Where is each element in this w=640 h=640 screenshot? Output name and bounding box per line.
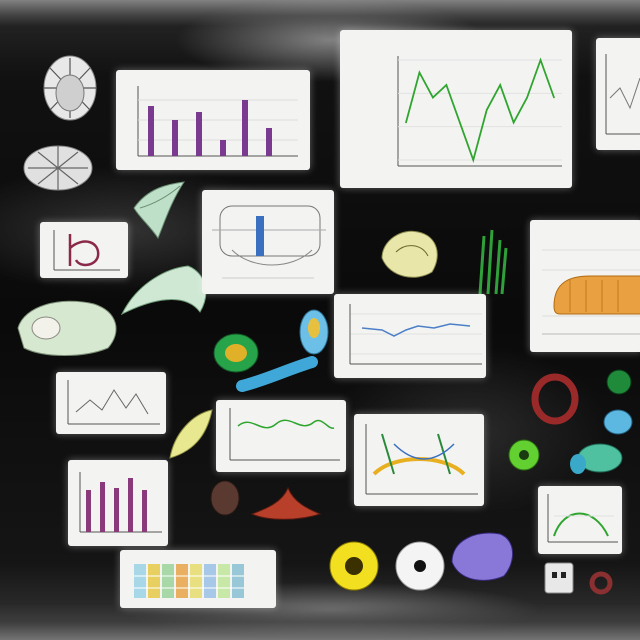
- top-frame-glow: [0, 0, 640, 26]
- yellow-green-flower: [376, 222, 446, 284]
- data-point: [432, 96, 434, 99]
- box-diagram-card: [202, 190, 334, 294]
- purple-bars-card-bottom: [68, 460, 168, 546]
- data-point: [553, 96, 555, 99]
- brown-seed: [208, 478, 242, 518]
- data-point: [418, 71, 421, 74]
- data-point: [445, 84, 448, 86]
- red-ring: [588, 570, 614, 596]
- green-grass-tuft: [474, 226, 510, 296]
- white-button-disc: [542, 560, 576, 596]
- data-point: [485, 109, 488, 111]
- blue-tube: [296, 306, 332, 358]
- purple-bar-chart-card: [116, 70, 310, 170]
- data-point: [539, 59, 542, 61]
- green-leaf-bundle: [118, 262, 214, 322]
- blue-tube: [236, 356, 320, 396]
- green-leaf-bundle: [210, 330, 262, 376]
- multicolor-curve-card: [354, 414, 484, 506]
- large-line-chart: [397, 56, 562, 167]
- red-fin-creature: [248, 484, 324, 526]
- partial-chart-card-top-right: [596, 38, 640, 150]
- orange-area-chart-card: [530, 220, 640, 352]
- white-button-disc: [394, 540, 446, 592]
- green-leaf-bundle: [128, 178, 190, 244]
- data-point: [405, 121, 407, 124]
- purple-gem: [446, 526, 518, 584]
- blue-line-chart-card: [334, 294, 486, 378]
- green-wave-chart-card: [216, 400, 346, 472]
- small-curve-chart-card: [40, 222, 128, 278]
- data-point: [499, 84, 501, 86]
- green-bell-chart-card: [538, 486, 622, 554]
- large-line-chart-card: [340, 30, 572, 188]
- yellow-sunflower: [328, 540, 380, 592]
- data-point: [512, 121, 515, 124]
- series-line: [405, 57, 555, 164]
- data-point: [459, 121, 461, 124]
- green-bead: [506, 436, 542, 474]
- small-line-chart-card: [56, 372, 166, 434]
- data-point: [472, 159, 475, 161]
- blue-tube: [566, 404, 636, 480]
- green-bead: [604, 368, 634, 396]
- data-point: [526, 96, 528, 99]
- red-ring: [530, 372, 580, 426]
- bottom-frame-glow: [0, 604, 640, 640]
- white-chrysanthemum: [30, 38, 110, 138]
- white-flower-small: [18, 140, 98, 195]
- yellow-green-flower: [164, 404, 216, 464]
- color-table-card: [120, 550, 276, 608]
- pale-cabbage: [14, 292, 124, 362]
